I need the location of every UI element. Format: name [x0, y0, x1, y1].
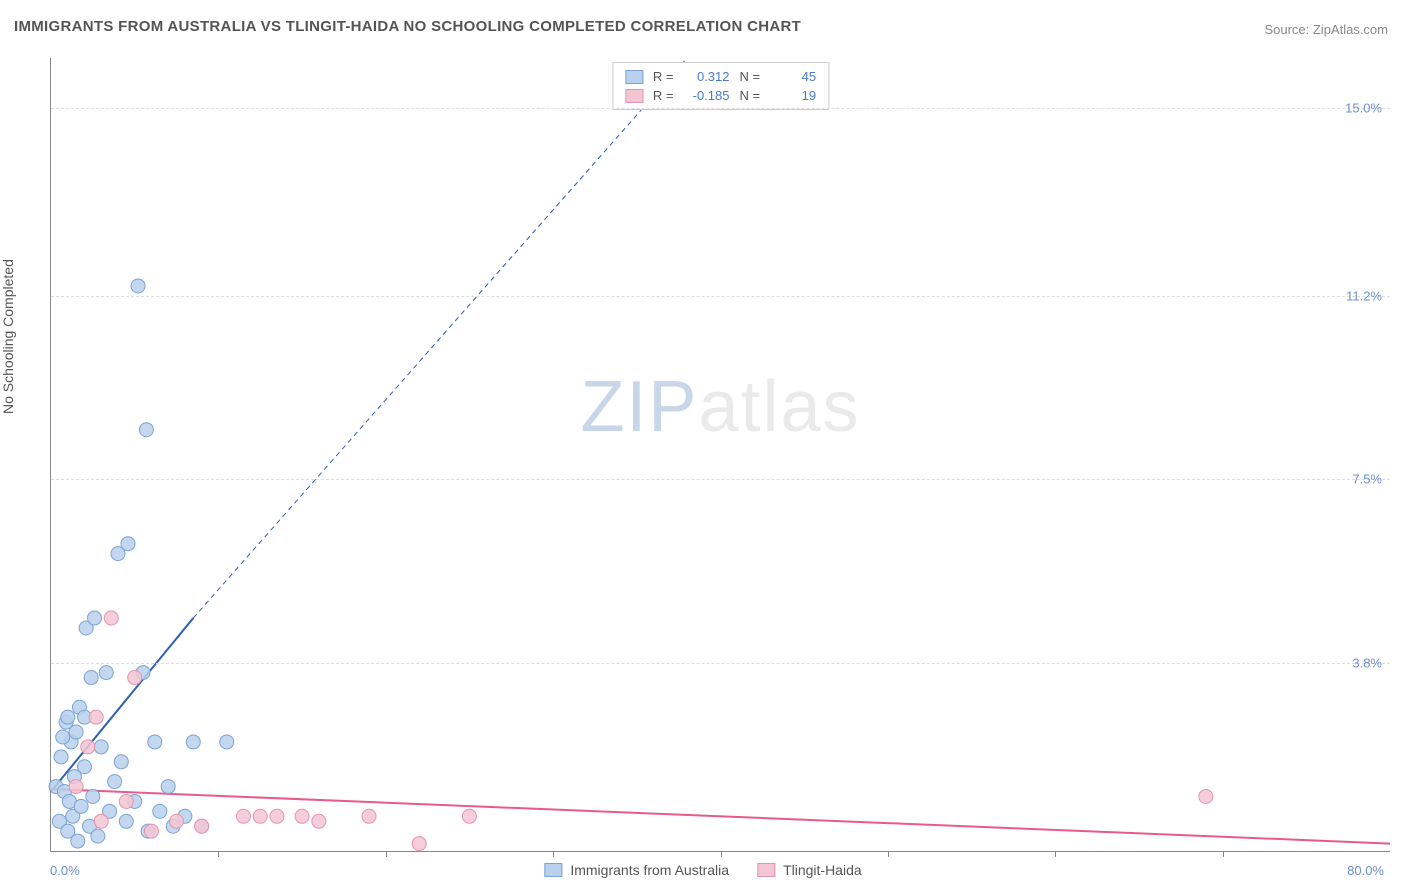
- data-point: [114, 755, 128, 769]
- y-tick-label: 11.2%: [1346, 288, 1382, 303]
- x-tick-mark: [386, 851, 387, 857]
- x-tick-mark: [721, 851, 722, 857]
- data-point: [253, 809, 267, 823]
- y-axis-label: No Schooling Completed: [0, 259, 16, 414]
- trend-line-extension: [193, 58, 687, 618]
- data-point: [195, 819, 209, 833]
- data-point: [412, 837, 426, 851]
- data-point: [131, 279, 145, 293]
- stat-r-label: R =: [653, 69, 674, 84]
- y-tick-label: 15.0%: [1345, 100, 1382, 115]
- data-point: [54, 750, 68, 764]
- x-tick-mark: [1055, 851, 1056, 857]
- x-tick-mark: [888, 851, 889, 857]
- gridline: [51, 663, 1390, 664]
- data-point: [119, 814, 133, 828]
- data-point: [270, 809, 284, 823]
- data-point: [69, 725, 83, 739]
- stats-legend: R = 0.312 N = 45 R = -0.185 N = 19: [612, 62, 829, 110]
- data-point: [99, 666, 113, 680]
- source-attribution: Source: ZipAtlas.com: [1264, 22, 1388, 37]
- data-point: [74, 799, 88, 813]
- source-prefix: Source:: [1264, 22, 1312, 37]
- gridline: [51, 479, 1390, 480]
- stat-r-value: 0.312: [684, 69, 730, 84]
- y-tick-label: 7.5%: [1352, 472, 1382, 487]
- legend-swatch: [625, 70, 643, 84]
- stat-n-label: N =: [740, 88, 761, 103]
- plot-area: ZIPatlas R =0.312N =45R =-0.185N =19 3.8…: [50, 58, 1390, 852]
- x-tick-mark: [553, 851, 554, 857]
- data-point: [119, 794, 133, 808]
- x-tick-mark: [1223, 851, 1224, 857]
- gridline: [51, 108, 1390, 109]
- stat-r-value: -0.185: [684, 88, 730, 103]
- legend-swatch: [757, 863, 775, 877]
- data-point: [89, 710, 103, 724]
- legend-label: Tlingit-Haida: [783, 862, 862, 878]
- data-point: [61, 710, 75, 724]
- data-point: [236, 809, 250, 823]
- data-point: [69, 780, 83, 794]
- data-point: [139, 423, 153, 437]
- trend-line: [51, 789, 1390, 844]
- data-point: [94, 814, 108, 828]
- legend-label: Immigrants from Australia: [570, 862, 729, 878]
- x-axis-origin-label: 0.0%: [50, 863, 80, 878]
- legend-item: Immigrants from Australia: [544, 862, 729, 878]
- data-point: [170, 814, 184, 828]
- x-tick-mark: [218, 851, 219, 857]
- data-point: [88, 611, 102, 625]
- series-legend: Immigrants from Australia Tlingit-Haida: [544, 862, 861, 878]
- data-point: [94, 740, 108, 754]
- data-point: [104, 611, 118, 625]
- data-point: [295, 809, 309, 823]
- data-point: [1199, 789, 1213, 803]
- data-point: [77, 760, 91, 774]
- data-point: [220, 735, 234, 749]
- data-point: [462, 809, 476, 823]
- data-point: [86, 789, 100, 803]
- data-point: [161, 780, 175, 794]
- data-point: [108, 775, 122, 789]
- stat-n-label: N =: [740, 69, 761, 84]
- stat-n-value: 19: [770, 88, 816, 103]
- y-tick-label: 3.8%: [1352, 655, 1382, 670]
- data-point: [153, 804, 167, 818]
- stat-r-label: R =: [653, 88, 674, 103]
- scatter-plot-svg: [51, 58, 1390, 851]
- data-point: [312, 814, 326, 828]
- data-point: [362, 809, 376, 823]
- stats-legend-row: R = 0.312 N = 45: [625, 67, 816, 86]
- data-point: [144, 824, 158, 838]
- data-point: [128, 671, 142, 685]
- x-axis-max-label: 80.0%: [1347, 863, 1384, 878]
- data-point: [91, 829, 105, 843]
- stats-legend-row: R = -0.185 N = 19: [625, 86, 816, 105]
- source-link[interactable]: ZipAtlas.com: [1313, 22, 1388, 37]
- gridline: [51, 296, 1390, 297]
- legend-item: Tlingit-Haida: [757, 862, 862, 878]
- legend-swatch: [544, 863, 562, 877]
- data-point: [81, 740, 95, 754]
- legend-swatch: [625, 89, 643, 103]
- data-point: [186, 735, 200, 749]
- chart-title: IMMIGRANTS FROM AUSTRALIA VS TLINGIT-HAI…: [14, 18, 801, 35]
- data-point: [121, 537, 135, 551]
- data-point: [148, 735, 162, 749]
- stat-n-value: 45: [770, 69, 816, 84]
- data-point: [56, 730, 70, 744]
- data-point: [84, 671, 98, 685]
- data-point: [71, 834, 85, 848]
